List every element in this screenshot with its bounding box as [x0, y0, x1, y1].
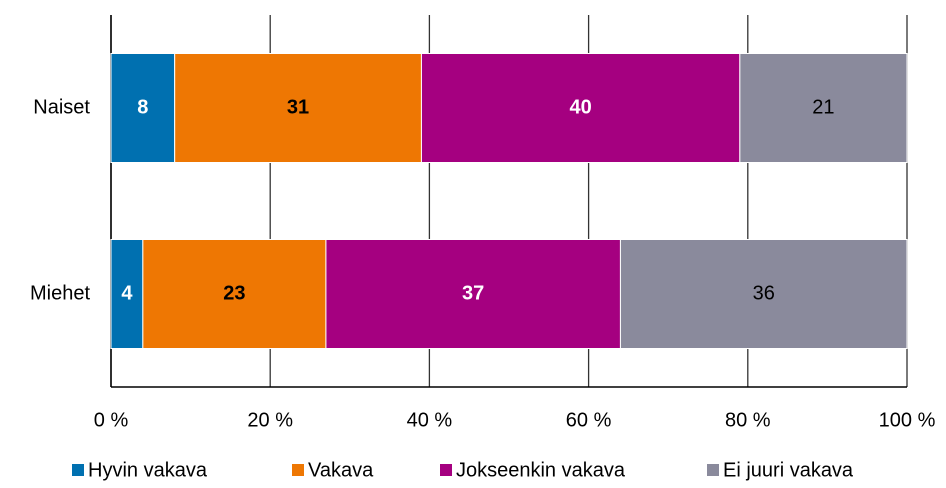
- data-label: 31: [287, 96, 309, 118]
- x-tick-label: 20 %: [247, 409, 293, 431]
- data-label: 37: [462, 282, 484, 304]
- data-label: 8: [137, 96, 148, 118]
- legend-label: Jokseenkin vakava: [456, 459, 626, 481]
- legend-label: Hyvin vakava: [88, 459, 208, 481]
- x-tick-label: 40 %: [407, 409, 453, 431]
- legend-swatch: [292, 464, 304, 476]
- data-label: 36: [753, 282, 775, 304]
- legend-swatch: [440, 464, 452, 476]
- data-label: 4: [121, 282, 133, 304]
- data-label: 23: [223, 282, 245, 304]
- legend-swatch: [72, 464, 84, 476]
- bar-segment: [174, 53, 422, 163]
- x-tick-label: 80 %: [725, 409, 771, 431]
- bar-segment: [110, 53, 176, 163]
- bar-segment: [739, 53, 908, 163]
- bar-segment: [619, 239, 908, 349]
- x-tick-label: 100 %: [879, 409, 936, 431]
- data-label: 21: [812, 96, 834, 118]
- legend-label: Vakava: [308, 459, 374, 481]
- bar-segment: [420, 53, 741, 163]
- x-tick-label: 60 %: [566, 409, 612, 431]
- data-label: 40: [570, 96, 592, 118]
- bar-segment: [325, 239, 621, 349]
- y-tick-label: Naiset: [33, 96, 90, 118]
- legend-label: Ei juuri vakava: [723, 459, 854, 481]
- bar-segment: [142, 239, 327, 349]
- legend-swatch: [707, 464, 719, 476]
- x-tick-label: 0 %: [94, 409, 129, 431]
- y-tick-label: Miehet: [30, 282, 90, 304]
